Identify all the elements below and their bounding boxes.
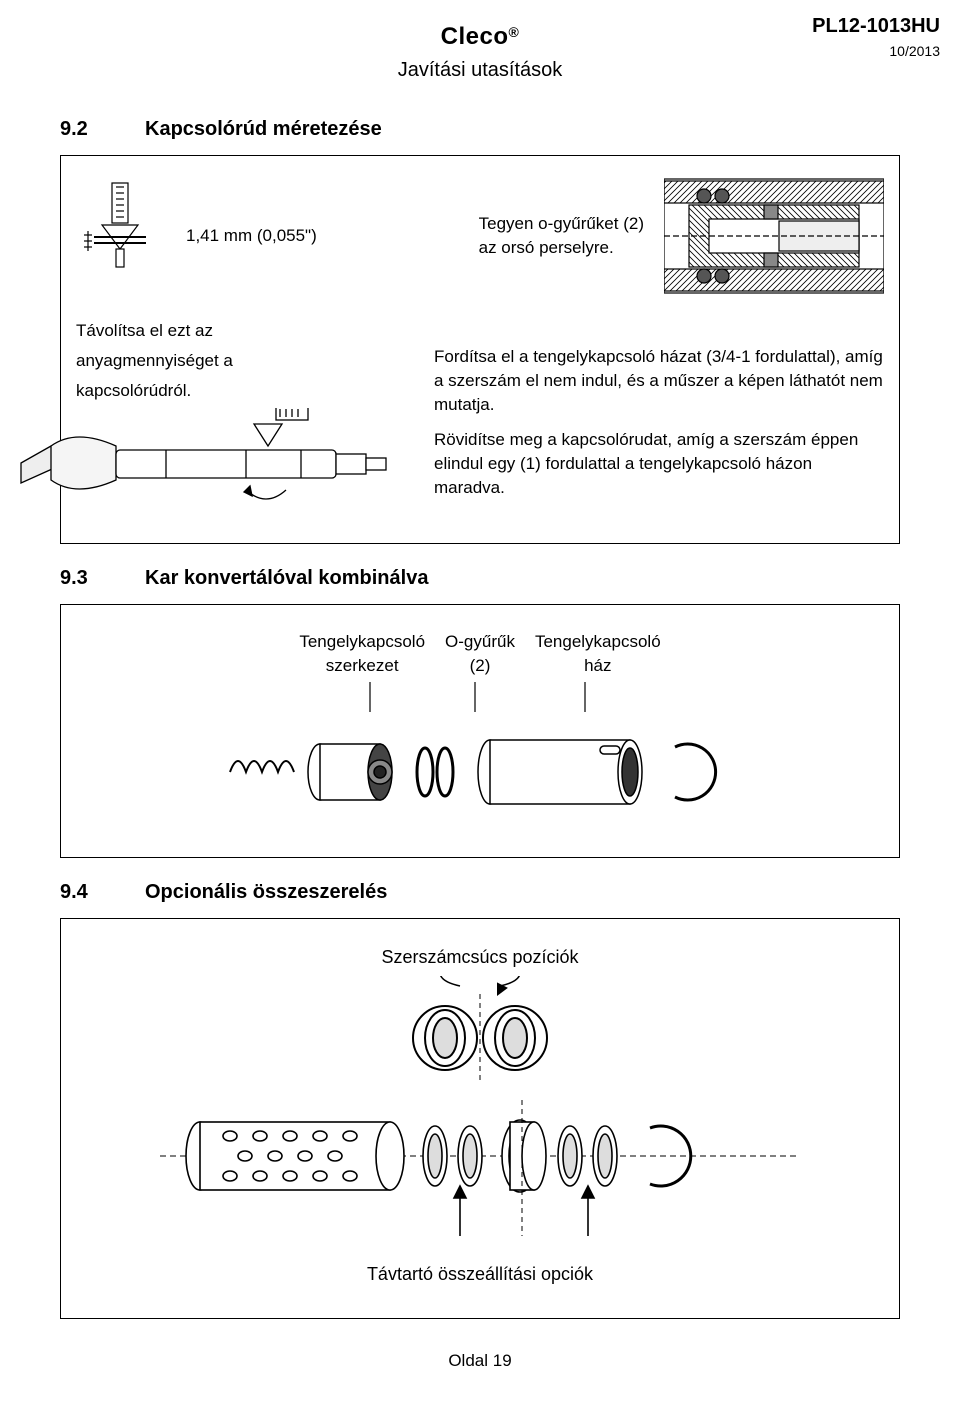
doc-number: PL12-1013HU (812, 12, 940, 40)
caption-tip-positions: Szerszámcsúcs pozíciók (381, 945, 578, 970)
section-92-num: 9.2 (60, 115, 100, 143)
brand-block: Cleco® Javítási utasítások (398, 20, 563, 84)
doc-subtitle: Javítási utasítások (398, 56, 563, 84)
doc-date: 10/2013 (812, 42, 940, 62)
label-clutch-assembly: Tengelykapcsoló szerkezet (299, 630, 425, 678)
tip-positions-icon (350, 976, 610, 1086)
section-93-heading: 9.3 Kar konvertálóval kombinálva (60, 564, 900, 592)
figure-93-box: Tengelykapcsoló szerkezet O-gyűrűk (2) T… (60, 604, 900, 858)
label-orings: O-gyűrűk (2) (445, 630, 515, 678)
caption-spacer-options: Távtartó összeállítási opciók (367, 1262, 593, 1287)
figure-93-labels: Tengelykapcsoló szerkezet O-gyűrűk (2) T… (299, 630, 660, 678)
spacer-assembly-icon (160, 1086, 800, 1256)
tool-side-icon (16, 408, 446, 528)
section-94-title: Opcionális összeszerelés (145, 878, 387, 906)
page-footer: Oldal 19 (60, 1349, 900, 1373)
left-column: Távolítsa el ezt az anyagmennyiséget a k… (76, 319, 416, 528)
section-93-num: 9.3 (60, 564, 100, 592)
page-header: Cleco® Javítási utasítások PL12-1013HU 1… (60, 20, 900, 90)
section-93-title: Kar konvertálóval kombinálva (145, 564, 428, 592)
figure-93-leaders-icon (265, 682, 695, 712)
figure-94-box: Szerszámcsúcs pozíciók (60, 918, 900, 1319)
exploded-view-icon (220, 712, 740, 832)
top-right-text: Tegyen o-gyűrűket (2) az orsó perselyre. (479, 212, 644, 260)
figure-92-box: 1,41 mm (0,055") Tegyen o-gyűrűket (2) a… (60, 155, 900, 544)
gauge-ruler-icon (76, 181, 166, 291)
label-clutch-housing: Tengelykapcsoló ház (535, 630, 661, 678)
para-2: Rövidítse meg a kapcsolórudat, amíg a sz… (434, 428, 884, 499)
section-94-heading: 9.4 Opcionális összeszerelés (60, 878, 900, 906)
docnum-block: PL12-1013HU 10/2013 (812, 12, 940, 62)
section-94-num: 9.4 (60, 878, 100, 906)
brand-name: Cleco® (398, 20, 563, 54)
instruction-paragraphs: Fordítsa el a tengelykapcsoló házat (3/4… (434, 319, 884, 512)
section-92-heading: 9.2 Kapcsolórúd méretezése (60, 115, 900, 143)
section-92-title: Kapcsolórúd méretezése (145, 115, 382, 143)
para-1: Fordítsa el a tengelykapcsoló házat (3/4… (434, 345, 884, 416)
remove-material-text: Távolítsa el ezt az anyagmennyiséget a k… (76, 319, 416, 402)
dimension-label: 1,41 mm (0,055") (186, 224, 317, 248)
cross-section-icon (664, 171, 884, 301)
